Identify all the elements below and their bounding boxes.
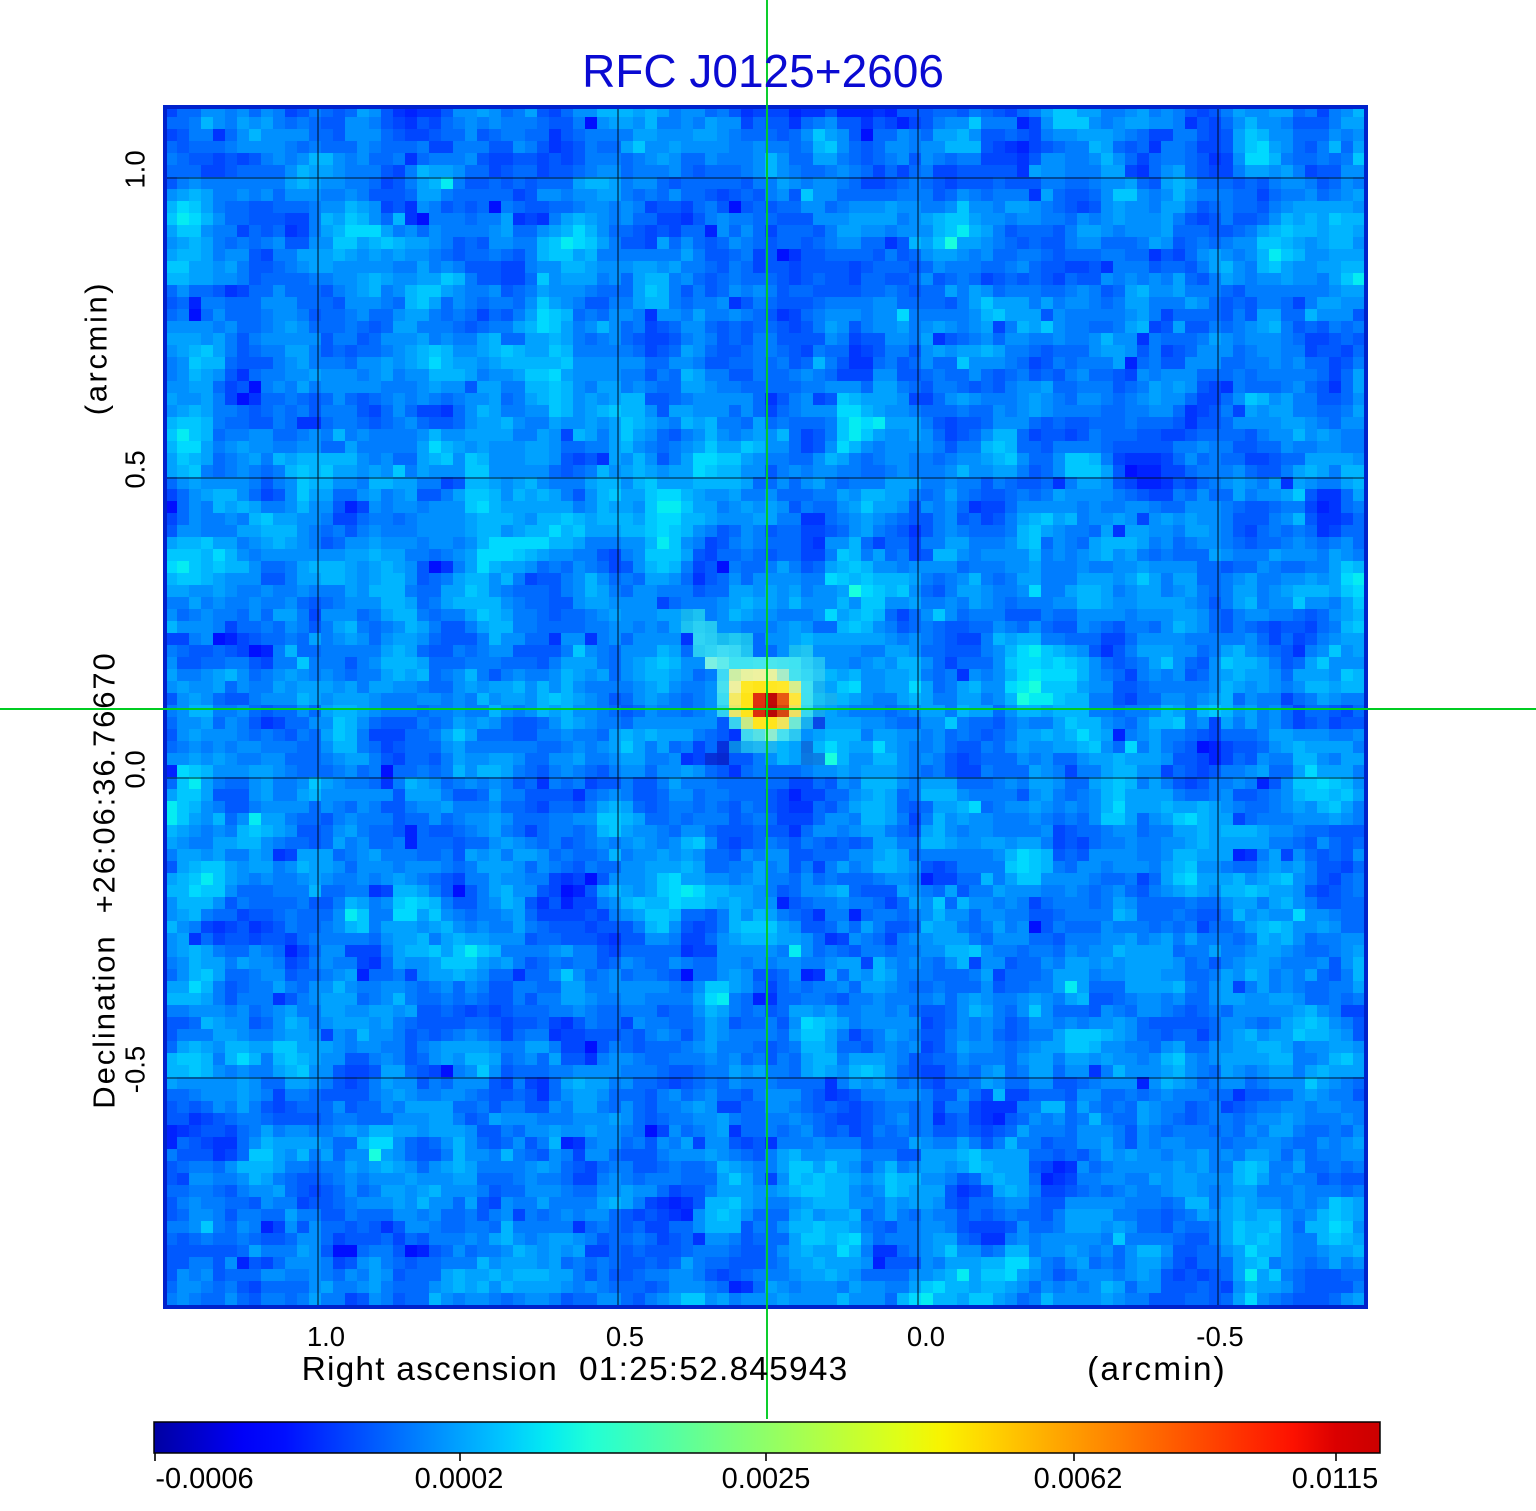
svg-text:0.0: 0.0: [907, 1321, 945, 1352]
svg-text:-0.5: -0.5: [1196, 1321, 1243, 1352]
svg-text:0.0002: 0.0002: [415, 1463, 504, 1495]
svg-text:0.0: 0.0: [120, 750, 151, 788]
svg-text:Right ascension 01:25:52.8459: Right ascension 01:25:52.845943: [302, 1351, 849, 1388]
svg-text:1.0: 1.0: [120, 150, 151, 188]
svg-text:1.0: 1.0: [307, 1321, 345, 1352]
svg-text:0.0115: 0.0115: [1292, 1463, 1379, 1495]
svg-text:0.0062: 0.0062: [1034, 1463, 1123, 1495]
svg-text:-0.5: -0.5: [120, 1046, 151, 1093]
svg-text:(arcmin): (arcmin): [1087, 1351, 1227, 1388]
svg-text:0.5: 0.5: [120, 450, 151, 488]
svg-text:RFC J0125+2606: RFC J0125+2606: [582, 45, 944, 97]
svg-text:0.5: 0.5: [606, 1321, 644, 1352]
svg-text:-0.0006: -0.0006: [155, 1463, 253, 1495]
svg-text:(arcmin): (arcmin): [79, 281, 114, 415]
svg-text:0.0025: 0.0025: [722, 1463, 811, 1495]
svg-text:Declination +26:06:36.76670: Declination +26:06:36.76670: [87, 651, 122, 1108]
